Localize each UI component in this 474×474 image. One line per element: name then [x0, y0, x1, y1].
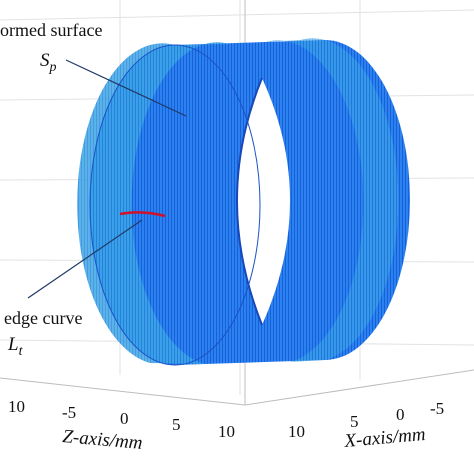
edge-curve [119, 211, 166, 218]
symbol: Lt [7, 334, 24, 359]
leader-line [65, 59, 187, 117]
tick-label: 5 [350, 412, 359, 431]
symbol-subscript: t [19, 344, 24, 359]
tick-label: 10 [8, 397, 25, 416]
leader-line [27, 219, 143, 299]
symbol-main: L [7, 334, 19, 355]
symbol-subscript: p [49, 60, 57, 75]
tick-label: 5 [172, 415, 181, 434]
tick-label: 0 [120, 409, 129, 428]
axis-label: Z-axis/mm [62, 426, 144, 454]
annotation: edge curve [4, 308, 82, 328]
tick-label: -5 [430, 399, 444, 418]
symbol: Sp [40, 50, 57, 75]
annotation: ormed surface [0, 20, 102, 40]
tick-label: 10 [218, 422, 235, 441]
tick-label: 10 [288, 422, 305, 441]
tick-label: 0 [396, 405, 405, 424]
ring-surface [77, 38, 410, 366]
tick-label: -5 [62, 403, 76, 422]
symbol-main: S [40, 50, 50, 71]
